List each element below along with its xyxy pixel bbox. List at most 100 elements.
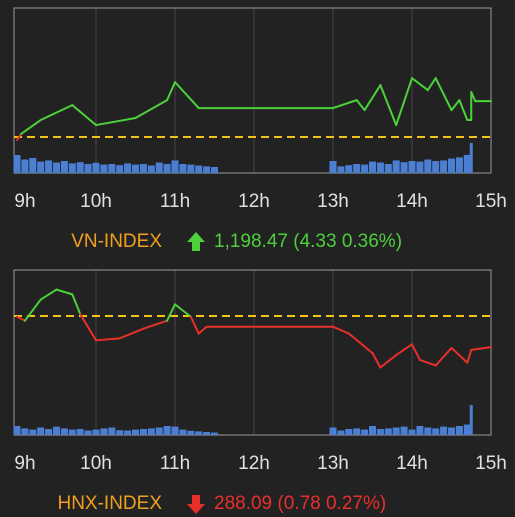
volume-bar: [147, 165, 155, 173]
volume-bar: [353, 428, 361, 435]
volume-bar: [68, 429, 76, 435]
x-tick-label: 11h: [160, 453, 190, 474]
volume-bar: [171, 160, 179, 173]
volume-bar: [21, 428, 29, 435]
index-name: VN-INDEX: [71, 231, 162, 252]
volume-bar: [329, 161, 337, 173]
volume-bar: [392, 160, 400, 173]
price-segment: [95, 117, 137, 127]
price-segment: [470, 346, 492, 351]
volume-bar: [68, 163, 76, 173]
volume-bar: [400, 162, 408, 173]
volume-bar: [155, 162, 163, 173]
volume-bar: [116, 430, 124, 435]
volume-bar: [108, 164, 116, 173]
price-segment: [411, 343, 421, 361]
price-segment: [418, 358, 437, 367]
price-segment: [379, 84, 398, 127]
volume-bar: [195, 165, 203, 173]
price-segment: [166, 303, 176, 322]
price-segment: [332, 99, 358, 110]
price-segment: [16, 315, 26, 322]
arrow-up: [187, 232, 205, 251]
volume-bar: [45, 160, 53, 173]
volume-bar: [211, 167, 218, 173]
price-segment: [79, 312, 97, 342]
volume-bar: [211, 432, 218, 435]
x-tick-label: 15h: [475, 453, 507, 474]
volume-bar: [139, 429, 147, 435]
volume-bar: [345, 165, 353, 173]
volume-bar: [416, 161, 424, 173]
x-tick-label: 13h: [317, 191, 349, 212]
price-segment: [166, 81, 176, 102]
x-tick-label: 12h: [238, 191, 270, 212]
x-tick-label: 9h: [14, 453, 35, 474]
volume-bar: [100, 164, 108, 173]
volume-bar: [37, 427, 45, 435]
volume-bar: [13, 426, 21, 435]
volume-bar: [29, 158, 37, 173]
volume-bar: [424, 159, 432, 173]
price-segment: [118, 327, 145, 340]
volume-bar: [337, 166, 345, 173]
index-name: HNX-INDEX: [57, 493, 162, 514]
volume-bar: [76, 162, 84, 173]
volume-bar: [455, 157, 463, 173]
x-tick-label: 13h: [317, 453, 349, 474]
volume-bar: [84, 430, 92, 435]
volume-bar: [187, 430, 195, 435]
index-quote: 1,198.47 (4.33 0.36%): [214, 231, 402, 252]
price-segment: [470, 91, 477, 103]
price-segment: [379, 354, 398, 369]
price-segment: [450, 99, 461, 112]
price-segment: [142, 319, 169, 330]
price-segment: [434, 77, 453, 112]
volume-bar: [432, 161, 440, 173]
price-segment: [347, 332, 374, 355]
price-segment: [71, 104, 97, 127]
price-segment: [395, 343, 413, 357]
volume-bar: [60, 428, 68, 435]
volume-bar: [147, 428, 155, 435]
volume-bar: [440, 160, 448, 173]
price-segment: [395, 77, 413, 127]
volume-bar: [424, 427, 432, 435]
plot-frame: [13, 7, 492, 174]
volume-bar: [463, 155, 471, 173]
volume-bar: [408, 161, 416, 173]
volume-bar: [76, 429, 84, 435]
price-segment: [332, 325, 350, 335]
volume-bar: [203, 166, 211, 173]
volume-bar: [376, 429, 384, 435]
x-tick-label: 12h: [238, 453, 270, 474]
volume-bar: [132, 429, 139, 435]
volume-bar: [60, 161, 68, 173]
volume-bar: [455, 426, 463, 435]
volume-bar: [369, 161, 376, 173]
volume-bar: [463, 424, 471, 435]
volume-bar: [448, 427, 455, 435]
volume-bar: [469, 405, 473, 435]
volume-bar: [384, 428, 392, 435]
volume-bar: [179, 164, 187, 173]
volume-bar: [100, 428, 108, 435]
price-segment: [450, 346, 469, 364]
volume-bar: [29, 429, 37, 435]
price-segment: [134, 99, 169, 120]
volume-bar: [116, 165, 124, 173]
volume-bar: [440, 426, 448, 435]
volume-bar: [353, 164, 361, 173]
x-tick-label: 10h: [80, 453, 112, 474]
volume-bar: [469, 143, 473, 173]
x-tick-label: 14h: [396, 453, 428, 474]
price-segment: [55, 288, 74, 296]
price-segment: [434, 346, 453, 367]
volume-bar: [400, 426, 408, 435]
volume-bar: [37, 161, 45, 173]
volume-bar: [163, 164, 171, 173]
x-tick-label: 15h: [475, 191, 507, 212]
volume-bar: [361, 429, 369, 435]
price-segment: [16, 133, 22, 141]
